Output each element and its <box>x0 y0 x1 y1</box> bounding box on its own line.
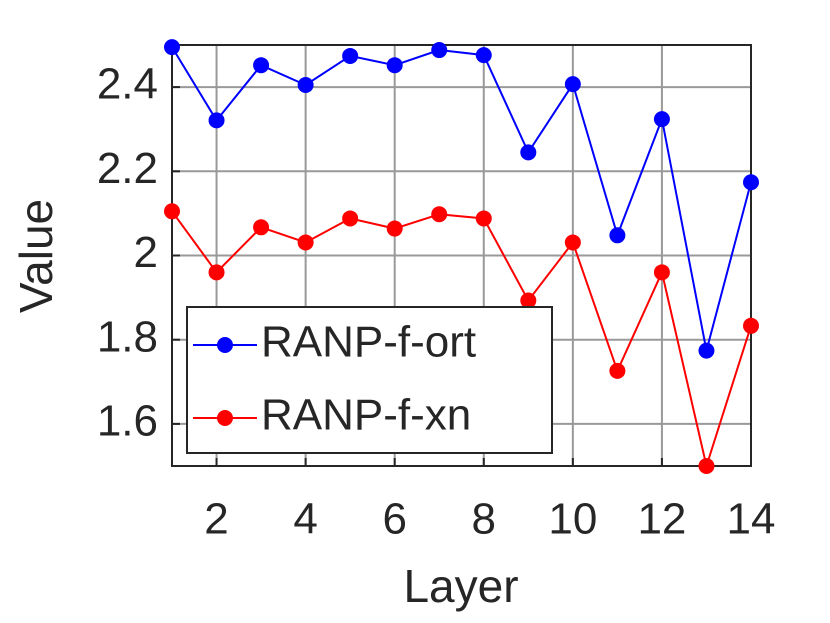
plot-frame <box>171 44 752 467</box>
legend-marker <box>217 337 233 353</box>
point <box>564 76 581 93</box>
x-tick-label: 10 <box>548 495 597 544</box>
x-tick-label: 6 <box>382 495 406 544</box>
point <box>253 219 270 236</box>
y-tick-label: 2 <box>134 228 158 277</box>
point <box>564 234 581 251</box>
point <box>297 234 314 251</box>
y-tick-label: 1.6 <box>97 397 158 446</box>
point <box>520 292 537 309</box>
y-axis-label: Value <box>10 199 62 313</box>
legend-marker <box>217 410 233 426</box>
point <box>164 203 180 220</box>
x-tick-label: 2 <box>204 495 228 544</box>
x-tick-label: 4 <box>293 495 317 544</box>
point <box>609 227 626 244</box>
y-tick-label: 2.2 <box>97 144 158 193</box>
point <box>297 76 314 93</box>
point <box>475 47 492 64</box>
point <box>743 174 759 191</box>
legend-label: RANP-f-xn <box>261 391 471 440</box>
series-line <box>171 46 752 351</box>
point <box>386 57 403 74</box>
point <box>653 111 670 128</box>
point <box>431 206 448 223</box>
point <box>342 210 359 227</box>
point <box>698 342 715 359</box>
legend-label: RANP-f-ort <box>261 318 476 367</box>
point <box>743 317 759 334</box>
legend: RANP-f-ort RANP-f-xn <box>186 306 553 454</box>
x-tick-label: 8 <box>472 495 496 544</box>
point <box>208 264 225 281</box>
point <box>342 47 359 64</box>
legend-box <box>186 306 553 454</box>
point <box>698 458 715 474</box>
point <box>431 42 448 59</box>
x-axis-label: Layer <box>403 560 518 612</box>
y-tick-label: 1.8 <box>97 312 158 361</box>
x-tick-label: 14 <box>727 495 776 544</box>
point <box>208 112 225 129</box>
y-tick-label: 2.4 <box>97 60 158 109</box>
point <box>520 144 537 161</box>
x-tick-label: 12 <box>637 495 686 544</box>
point <box>475 210 492 227</box>
point <box>164 39 180 56</box>
point <box>653 264 670 281</box>
point <box>609 362 626 379</box>
point <box>386 220 403 237</box>
point <box>253 57 270 74</box>
